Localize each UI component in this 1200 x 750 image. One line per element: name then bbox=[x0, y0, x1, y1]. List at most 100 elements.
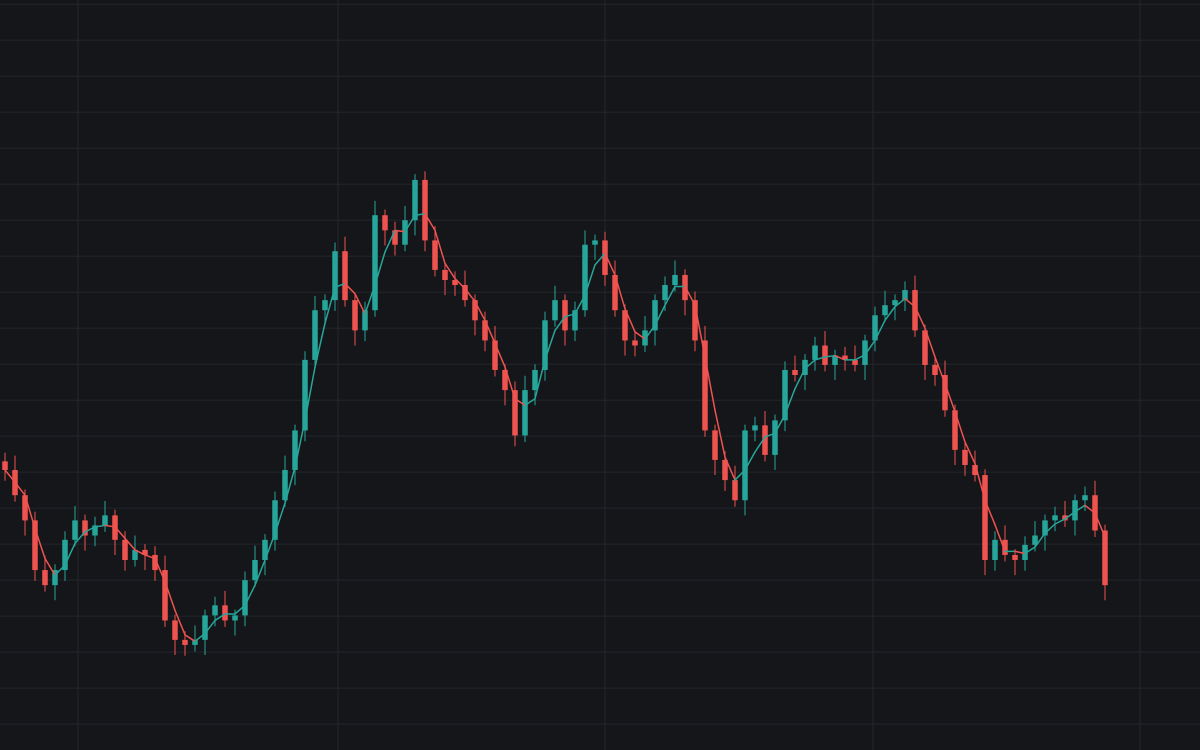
candle bbox=[582, 230, 588, 317]
candle bbox=[712, 424, 718, 476]
candle-body bbox=[252, 559, 258, 581]
candle-body bbox=[582, 244, 588, 311]
candle bbox=[602, 231, 608, 286]
moving-average-segment bbox=[564, 313, 576, 318]
moving-average-segment bbox=[924, 327, 936, 358]
moving-average-segment bbox=[814, 356, 826, 361]
candle-body bbox=[802, 359, 808, 375]
candle bbox=[542, 311, 548, 381]
moving-average-segment bbox=[184, 634, 196, 643]
candle bbox=[1062, 500, 1068, 527]
candle-body bbox=[792, 369, 798, 375]
candle bbox=[562, 294, 568, 346]
candle-body bbox=[1042, 520, 1048, 536]
moving-average-segment bbox=[934, 356, 946, 385]
moving-average-segment bbox=[874, 319, 886, 342]
moving-average-segment bbox=[684, 285, 696, 306]
moving-average-segment bbox=[344, 282, 356, 295]
candle bbox=[152, 546, 158, 581]
candle-body bbox=[842, 355, 848, 360]
moving-average-segment bbox=[424, 213, 436, 232]
moving-average-segment bbox=[1084, 504, 1096, 514]
moving-average-segment bbox=[694, 304, 706, 358]
candle bbox=[452, 271, 458, 296]
candle bbox=[592, 234, 598, 260]
candle-body bbox=[482, 320, 488, 341]
candle-body bbox=[102, 515, 108, 526]
candle bbox=[652, 294, 658, 346]
moving-average-segment bbox=[104, 524, 116, 528]
candle-body bbox=[412, 179, 418, 221]
candle bbox=[242, 571, 248, 627]
candle-body bbox=[632, 340, 638, 346]
candle-body bbox=[862, 340, 868, 365]
candle-body bbox=[1052, 515, 1058, 521]
moving-average-segment bbox=[274, 502, 286, 535]
moving-average-segment bbox=[764, 432, 776, 438]
candle-body bbox=[142, 549, 148, 555]
candle-body bbox=[1082, 495, 1088, 501]
moving-average-segment bbox=[334, 282, 346, 288]
candle bbox=[492, 326, 498, 377]
candle bbox=[822, 331, 828, 372]
candle bbox=[292, 424, 298, 486]
moving-average-segment bbox=[964, 441, 976, 465]
moving-average-segment bbox=[194, 632, 206, 643]
candle-body bbox=[952, 410, 958, 450]
candle bbox=[362, 301, 368, 342]
candle-body bbox=[442, 269, 448, 280]
candle-body bbox=[182, 639, 188, 645]
candle-body bbox=[562, 300, 568, 331]
candle bbox=[632, 331, 638, 357]
moving-average-segment bbox=[114, 526, 126, 540]
candle bbox=[32, 511, 38, 581]
candle bbox=[322, 294, 328, 326]
moving-average-segment bbox=[514, 398, 526, 406]
moving-average-segment bbox=[914, 305, 926, 329]
moving-average-segment bbox=[784, 387, 796, 416]
candle-body bbox=[902, 290, 908, 301]
candle bbox=[342, 236, 348, 307]
candle-body bbox=[1102, 530, 1108, 586]
moving-average-segment bbox=[24, 494, 36, 530]
candle-body bbox=[622, 310, 628, 341]
candle bbox=[982, 469, 988, 576]
candle bbox=[522, 375, 528, 442]
candle-body bbox=[502, 369, 508, 391]
candle-body bbox=[742, 430, 748, 501]
candle bbox=[512, 381, 518, 447]
moving-average-segment bbox=[34, 527, 46, 560]
candle-body bbox=[192, 639, 198, 645]
candle-body bbox=[752, 425, 758, 431]
moving-average-segment bbox=[524, 398, 536, 406]
moving-average-segment bbox=[624, 308, 636, 333]
moving-average-segment bbox=[864, 339, 876, 356]
candle-body bbox=[512, 390, 518, 436]
moving-average-segment bbox=[394, 229, 406, 233]
candle bbox=[922, 324, 928, 381]
candle bbox=[852, 345, 858, 372]
candle bbox=[932, 356, 938, 386]
moving-average-segment bbox=[984, 499, 996, 526]
moving-average-segment bbox=[14, 481, 26, 496]
candle bbox=[102, 500, 108, 532]
candle-body bbox=[332, 251, 338, 301]
candle bbox=[782, 361, 788, 432]
moving-average-segment bbox=[504, 366, 516, 400]
candle-body bbox=[1002, 539, 1008, 555]
moving-average-segment bbox=[354, 292, 366, 315]
moving-average-segment bbox=[1014, 550, 1026, 555]
moving-average-segment bbox=[244, 584, 256, 607]
moving-average-segment bbox=[74, 531, 86, 545]
moving-average-segment bbox=[94, 524, 106, 528]
candle bbox=[92, 516, 98, 547]
candle-body bbox=[522, 390, 528, 436]
candle-body bbox=[172, 620, 178, 640]
moving-average-segment bbox=[174, 609, 186, 636]
candle bbox=[392, 221, 398, 256]
candle-body bbox=[1012, 554, 1018, 560]
candle bbox=[272, 491, 278, 551]
moving-average-segment bbox=[164, 580, 176, 612]
candle-body bbox=[62, 539, 68, 571]
